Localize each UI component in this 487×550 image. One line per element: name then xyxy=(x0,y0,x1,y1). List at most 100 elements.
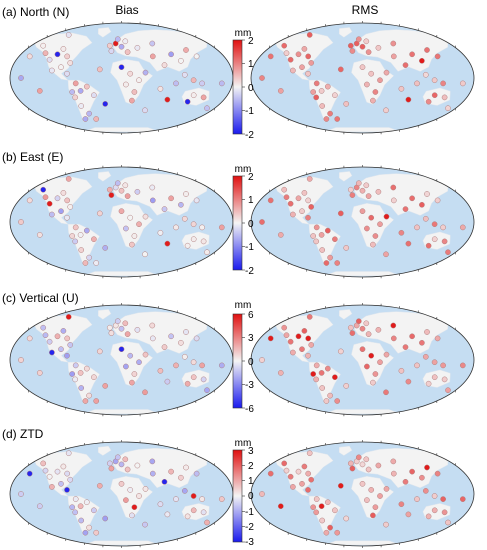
station-marker xyxy=(414,497,419,502)
station-marker xyxy=(305,353,310,358)
station-marker xyxy=(410,334,415,339)
station-marker xyxy=(391,185,396,190)
station-marker xyxy=(173,497,178,502)
station-marker xyxy=(399,230,404,235)
station-marker xyxy=(399,368,404,373)
station-marker xyxy=(377,222,382,227)
station-marker xyxy=(369,215,374,220)
station-marker xyxy=(442,95,447,100)
station-marker xyxy=(65,336,70,341)
station-marker xyxy=(432,360,437,365)
station-marker xyxy=(78,88,83,93)
station-marker xyxy=(391,41,396,46)
station-marker xyxy=(284,195,289,200)
station-marker xyxy=(377,78,382,83)
station-marker xyxy=(41,187,46,192)
station-marker xyxy=(65,54,70,59)
station-marker xyxy=(278,232,283,237)
station-marker xyxy=(219,225,224,230)
station-marker xyxy=(68,60,73,65)
station-marker xyxy=(320,385,325,390)
station-marker xyxy=(441,81,446,86)
station-marker xyxy=(441,225,446,230)
station-marker xyxy=(204,250,209,255)
station-marker xyxy=(132,371,137,376)
station-marker xyxy=(370,242,375,247)
station-marker xyxy=(305,71,310,76)
station-marker xyxy=(61,190,66,195)
station-marker xyxy=(73,225,78,230)
station-marker xyxy=(94,260,99,265)
station-marker xyxy=(219,363,224,368)
station-marker xyxy=(426,99,431,104)
station-marker xyxy=(306,198,311,203)
station-marker xyxy=(37,232,42,237)
station-marker xyxy=(200,81,205,86)
station-marker xyxy=(383,108,388,113)
station-marker xyxy=(324,530,329,535)
station-marker xyxy=(324,260,329,265)
station-marker xyxy=(344,245,349,250)
station-marker xyxy=(403,207,408,212)
station-marker xyxy=(364,321,369,326)
station-marker xyxy=(66,32,71,37)
station-marker xyxy=(445,250,450,255)
station-marker xyxy=(299,481,304,486)
station-marker xyxy=(314,225,319,230)
station-marker xyxy=(169,334,174,339)
station-marker xyxy=(314,95,319,100)
station-marker xyxy=(135,327,140,332)
colorbar-tick-label: 1 xyxy=(248,195,254,206)
station-marker xyxy=(123,457,128,462)
station-marker xyxy=(150,54,155,59)
station-marker xyxy=(125,467,130,472)
station-marker xyxy=(290,212,295,217)
station-marker xyxy=(278,504,283,509)
station-marker xyxy=(424,465,429,470)
station-marker xyxy=(435,471,440,476)
station-marker xyxy=(366,467,371,472)
station-marker xyxy=(460,363,465,368)
station-marker xyxy=(49,68,54,73)
station-marker xyxy=(442,377,447,382)
station-marker xyxy=(442,239,447,244)
station-marker xyxy=(426,381,431,386)
station-marker xyxy=(302,190,307,195)
station-marker xyxy=(268,198,273,203)
station-marker xyxy=(68,477,73,482)
colorbar-tick-label: 3 xyxy=(248,446,254,457)
station-marker xyxy=(58,481,63,486)
station-marker xyxy=(150,185,155,190)
colorbar-tick-label: -1 xyxy=(245,242,254,253)
station-marker xyxy=(150,323,155,328)
station-marker xyxy=(200,363,205,368)
station-marker xyxy=(73,239,78,244)
station-marker xyxy=(284,51,289,56)
station-marker xyxy=(94,116,99,121)
station-marker xyxy=(373,505,378,510)
station-marker xyxy=(201,377,206,382)
station-marker xyxy=(332,508,337,513)
station-marker xyxy=(125,194,130,199)
station-marker xyxy=(182,354,187,359)
station-marker xyxy=(384,70,389,75)
colorbar: mm 3 2 1 0 -1 -2 -3 xyxy=(233,438,254,548)
station-marker xyxy=(123,364,128,369)
rms-map xyxy=(251,440,474,548)
station-marker xyxy=(107,461,112,466)
station-marker xyxy=(73,363,78,368)
station-marker xyxy=(115,455,120,460)
station-marker xyxy=(64,487,69,492)
station-marker xyxy=(18,357,23,362)
station-marker xyxy=(314,497,319,502)
station-marker xyxy=(66,451,71,456)
station-marker xyxy=(410,469,415,474)
station-marker xyxy=(78,504,83,509)
station-marker xyxy=(299,65,304,70)
station-marker xyxy=(299,347,304,352)
colorbar-tick-label: 6 xyxy=(248,310,254,321)
station-marker xyxy=(64,353,69,358)
station-marker xyxy=(403,63,408,68)
station-marker xyxy=(383,252,388,257)
station-marker xyxy=(142,390,147,395)
